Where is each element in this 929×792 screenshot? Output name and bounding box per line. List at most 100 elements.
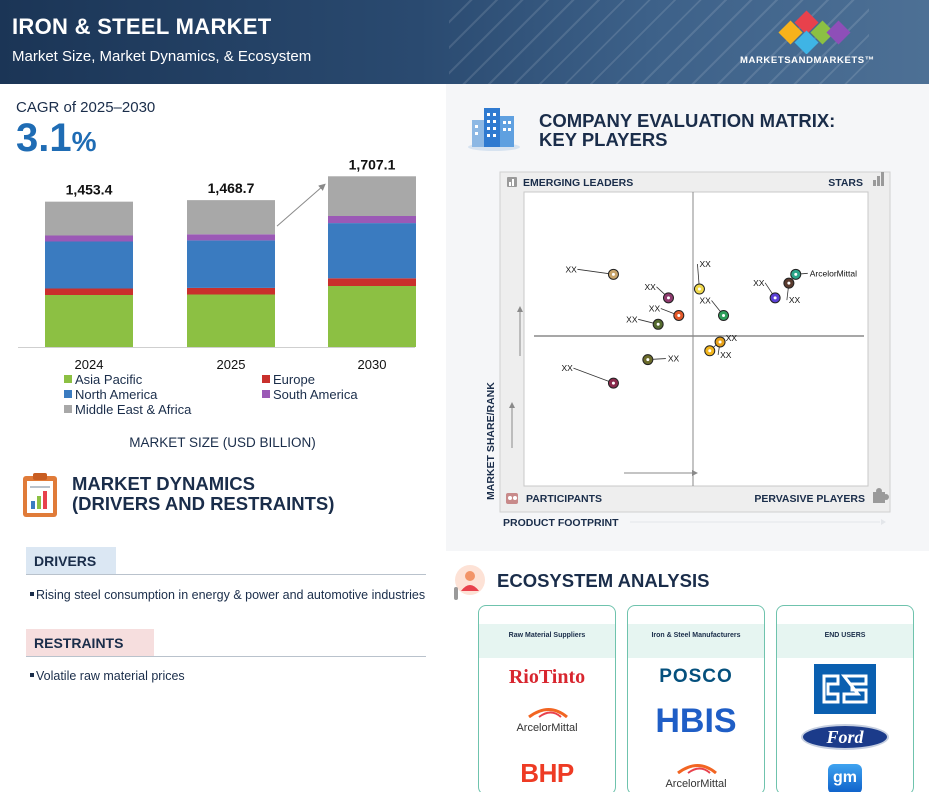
company-label: XX bbox=[565, 264, 577, 274]
company-label: XX bbox=[644, 282, 656, 292]
company-marker-center bbox=[794, 272, 798, 276]
driver-text: Rising steel consumption in energy & pow… bbox=[36, 588, 426, 602]
quadrant-participants: PARTICIPANTS bbox=[526, 493, 602, 505]
company-label: XX bbox=[649, 303, 661, 313]
riotinto-logo: RioTinto bbox=[479, 666, 615, 689]
company-label: XX bbox=[789, 295, 801, 305]
quadrant-emerging-leaders: EMERGING LEADERS bbox=[523, 177, 633, 189]
ecosystem-column-manufacturers: Iron & Steel Manufacturers POSCO HBIS Ar… bbox=[627, 605, 765, 792]
x-label-rule-head bbox=[881, 519, 886, 525]
bar-segment bbox=[45, 295, 133, 347]
hbis-logo-text: HBIS bbox=[655, 702, 737, 740]
bar-segment bbox=[45, 288, 133, 295]
bar-segment bbox=[187, 234, 275, 241]
company-label: XX bbox=[720, 350, 732, 360]
company-marker-center bbox=[773, 296, 777, 300]
ecosystem-title: ECOSYSTEM ANALYSIS bbox=[497, 570, 710, 591]
cagr-number: 3.1 bbox=[16, 116, 72, 160]
restraint-item: Volatile raw material prices bbox=[30, 669, 185, 683]
legend-swatch bbox=[262, 390, 270, 398]
cscec-emblem-icon bbox=[822, 674, 868, 704]
market-dynamics-title-line1: MARKET DYNAMICS bbox=[72, 473, 255, 494]
page-header: IRON & STEEL MARKET Market Size, Market … bbox=[0, 0, 929, 84]
bar-segment bbox=[187, 294, 275, 347]
bar-segment bbox=[45, 235, 133, 242]
company-label: XX bbox=[668, 354, 680, 364]
company-marker-center bbox=[646, 358, 650, 362]
posco-logo: POSCO bbox=[628, 666, 764, 688]
y-axis-label: MARKET SHARE/RANK bbox=[485, 382, 497, 500]
company-label: XX bbox=[700, 295, 712, 305]
ford-logo-text: Ford bbox=[826, 727, 864, 747]
ecosystem-column-raw-material: Raw Material Suppliers RioTinto ArcelorM… bbox=[478, 605, 616, 792]
company-marker-center bbox=[722, 313, 726, 317]
ecosystem-column-end-users: END USERS CSCEC Ford gm bbox=[776, 605, 914, 792]
matrix-title-line1: COMPANY EVALUATION MATRIX: bbox=[539, 110, 836, 131]
diamond-logo-icon bbox=[778, 10, 851, 55]
legend-swatch bbox=[64, 405, 72, 413]
cscec-logo: CSCEC bbox=[777, 664, 913, 714]
x-tick-label: 2025 bbox=[217, 357, 246, 372]
bar-segment bbox=[328, 176, 416, 216]
arcelormittal-swoosh-icon bbox=[677, 764, 717, 774]
bar-segment bbox=[328, 223, 416, 279]
company-label: ArcelorMittal bbox=[810, 268, 857, 278]
x-tick-label: 2030 bbox=[358, 357, 387, 372]
company-label: XX bbox=[626, 314, 638, 324]
company-marker-center bbox=[787, 281, 791, 285]
bar-segment bbox=[328, 286, 416, 347]
cagr-unit: % bbox=[71, 126, 97, 157]
bar-segment bbox=[187, 287, 275, 295]
ecosystem-column-header: END USERS bbox=[777, 624, 913, 658]
company-marker-center bbox=[708, 349, 712, 353]
company-marker-center bbox=[666, 296, 670, 300]
gm-badge: gm bbox=[828, 764, 862, 792]
company-label: XX bbox=[699, 259, 711, 269]
bar-total-label: 1,453.4 bbox=[66, 182, 113, 198]
bar-chart-svg: 1,453.4 2024 1,468.7 2025 1,707.1 2030 bbox=[18, 156, 416, 372]
bar-total-label: 1,707.1 bbox=[349, 156, 396, 172]
company-marker-center bbox=[656, 322, 660, 326]
x-arrow-head bbox=[692, 470, 698, 476]
quadrant-stars: STARS bbox=[828, 177, 863, 189]
ford-oval: Ford bbox=[801, 724, 889, 750]
page-title: IRON & STEEL MARKET bbox=[12, 14, 272, 39]
marketsandmarkets-logo: MARKETSANDMARKETS™ bbox=[740, 10, 890, 70]
legend-swatch bbox=[262, 375, 270, 383]
bar-segment bbox=[328, 216, 416, 224]
drivers-section: DRIVERS bbox=[26, 547, 426, 575]
leader-line bbox=[573, 367, 614, 384]
page-subtitle: Market Size, Market Dynamics, & Ecosyste… bbox=[12, 48, 312, 65]
legend-item: North America bbox=[64, 387, 157, 402]
leader-line bbox=[577, 268, 614, 275]
cagr-value: 3.1% bbox=[16, 116, 97, 161]
legend-item: Middle East & Africa bbox=[64, 402, 191, 417]
matrix-points: XX XX XX XX XX XX XX XX ArcelorMittal XX XX XX XX bbox=[561, 259, 857, 389]
market-size-label: MARKET SIZE (USD BILLION) bbox=[129, 435, 316, 450]
bar-segment bbox=[187, 200, 275, 235]
gm-logo: gm bbox=[777, 764, 913, 792]
company-evaluation-matrix: EMERGING LEADERS STARS PARTICIPANTS PERV… bbox=[485, 171, 891, 529]
legend-label: Asia Pacific bbox=[75, 372, 143, 387]
ecosystem-column-header: Raw Material Suppliers bbox=[479, 624, 615, 658]
matrix-title-line2: KEY PLAYERS bbox=[539, 129, 668, 150]
arcelormittal-logo-text: ArcelorMittal bbox=[665, 778, 727, 790]
market-dynamics-title: MARKET DYNAMICS (DRIVERS AND RESTRAINTS) bbox=[72, 474, 334, 514]
cscec-logo-block: CSCEC bbox=[814, 664, 876, 714]
company-label: XX bbox=[726, 333, 738, 343]
company-label: XX bbox=[753, 278, 765, 288]
bullet-icon bbox=[30, 673, 34, 677]
posco-logo-text: POSCO bbox=[659, 666, 733, 687]
legend-label: North America bbox=[75, 387, 158, 402]
bhp-logo-text: BHP bbox=[520, 758, 574, 788]
hbis-logo: HBIS bbox=[628, 702, 764, 741]
arcelormittal-logo: ArcelorMittal bbox=[628, 762, 764, 792]
company-marker-center bbox=[718, 340, 722, 344]
restraint-text: Volatile raw material prices bbox=[36, 669, 185, 683]
riotinto-logo-text: RioTinto bbox=[508, 666, 586, 688]
bar-segment bbox=[187, 240, 275, 288]
clipboard-chart-icon bbox=[20, 471, 60, 519]
bhp-logo: BHP bbox=[479, 758, 615, 789]
company-marker-center bbox=[611, 381, 615, 385]
bar-segment bbox=[45, 201, 133, 236]
